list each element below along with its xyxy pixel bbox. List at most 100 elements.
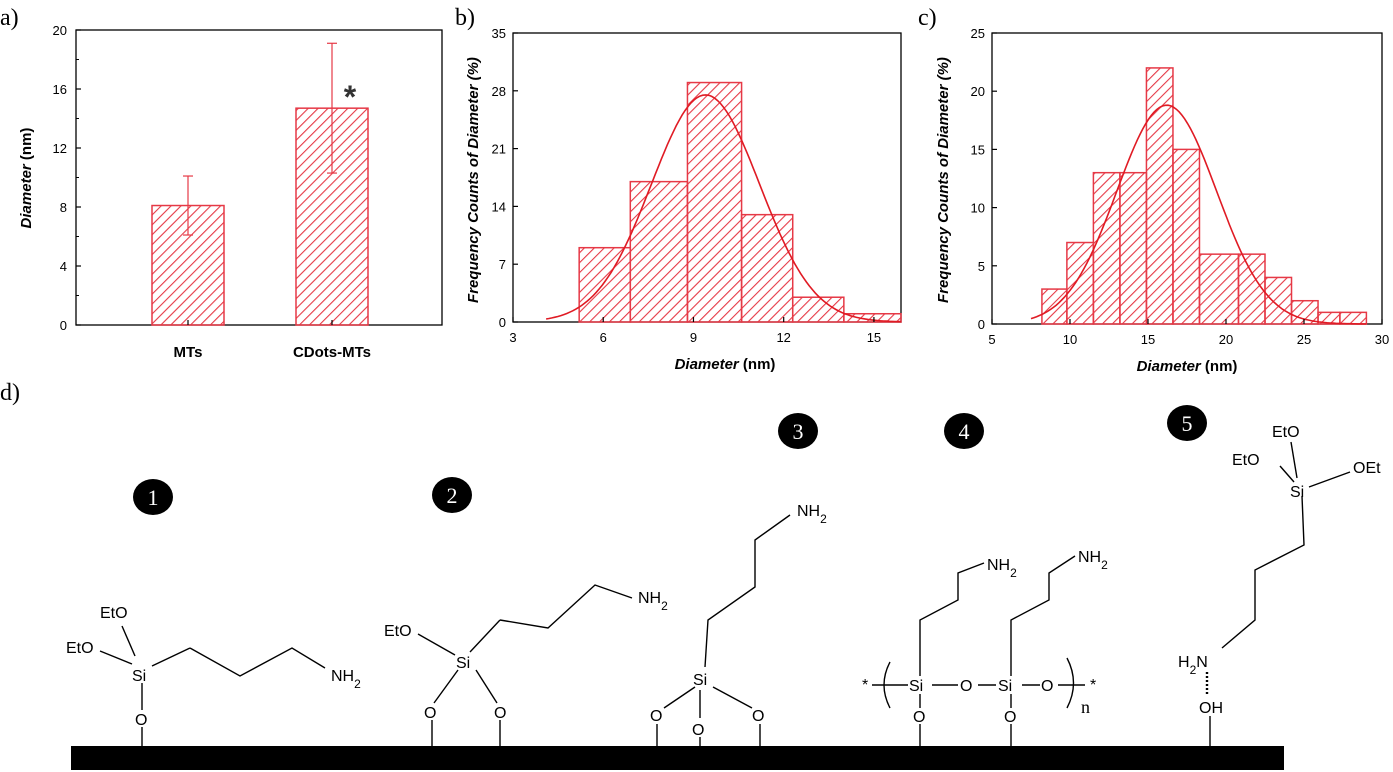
a-ytick-label: 12 <box>53 141 67 156</box>
b-xtick-label: 15 <box>867 330 881 345</box>
panel-a-bar-chart: a) 0 4 8 12 16 20 * MTs CDots-MTs Diameter (nm… <box>0 5 443 361</box>
a-ytick-label: 20 <box>53 23 67 38</box>
s4-si-right: Si <box>998 678 1012 695</box>
b-bin-2 <box>686 81 743 323</box>
svg-text:3: 3 <box>793 419 804 444</box>
b-ytick-label: 7 <box>499 257 506 272</box>
badge-1: 1 <box>133 479 173 515</box>
s2-si: Si <box>456 655 470 672</box>
c-bin-7 <box>1237 253 1266 325</box>
s2-o-right: O <box>494 705 506 722</box>
s3-o-left: O <box>650 708 662 725</box>
panel-c-label: c) <box>918 5 937 31</box>
b-xtick-label: 12 <box>776 330 790 345</box>
panel-b-histogram: b) 3 6 9 12 15 0 7 14 21 28 35 Diameter (nm) Frequ… <box>455 5 902 373</box>
c-xtick-label: 15 <box>1141 332 1155 347</box>
c-bin-6 <box>1198 253 1240 325</box>
svg-text:1: 1 <box>148 485 159 510</box>
panel-a-frame <box>75 29 443 326</box>
b-ytick-label: 14 <box>492 199 506 214</box>
b-xtick-label: 3 <box>509 330 516 345</box>
substrate-bar <box>71 746 1284 770</box>
s4-star-right: * <box>1090 677 1096 694</box>
s5-h2n: H2N <box>1178 654 1208 677</box>
badge-4: 4 <box>944 413 984 449</box>
s4-o-left: O <box>913 709 925 726</box>
panel-c-bins <box>1041 67 1368 325</box>
c-bin-2 <box>1092 171 1121 325</box>
s3-si: Si <box>693 672 707 689</box>
panel-b-gaussian-fit <box>545 94 902 323</box>
panel-c-gaussian-fit <box>1030 104 1367 325</box>
s3-o-mid: O <box>692 722 704 739</box>
structure-4 <box>872 555 1085 746</box>
s1-eto-top: EtO <box>100 605 128 622</box>
structure-5 <box>1205 441 1351 746</box>
s5-oh: OH <box>1199 700 1223 717</box>
structure-3 <box>656 514 791 746</box>
structure-1 <box>99 625 326 746</box>
c-bin-4 <box>1145 67 1174 325</box>
c-xtick-label: 25 <box>1297 332 1311 347</box>
s2-o-left: O <box>424 705 436 722</box>
c-ytick-label: 20 <box>971 84 985 99</box>
s1-eto-left: EtO <box>66 640 94 657</box>
c-bin-8 <box>1264 276 1293 325</box>
c-bin-3 <box>1119 171 1148 325</box>
s2-eto: EtO <box>384 623 412 640</box>
panel-a-category-labels: MTs CDots-MTs <box>174 344 371 361</box>
c-bin-0 <box>1041 288 1068 325</box>
c-ytick-label: 10 <box>971 201 985 216</box>
panel-a-y-axis-title: Diameter (nm) <box>18 128 35 229</box>
s3-o-right: O <box>752 708 764 725</box>
s4-nh2-left: NH2 <box>987 557 1017 580</box>
badge-3: 3 <box>778 413 818 449</box>
s5-si: Si <box>1290 484 1304 501</box>
b-bin-0 <box>578 246 632 323</box>
panel-b-label: b) <box>455 5 475 31</box>
s4-si-left: Si <box>909 678 923 695</box>
svg-text:4: 4 <box>959 419 970 444</box>
b-ytick-label: 0 <box>499 315 506 330</box>
panel-b-x-axis-title: Diameter (nm) <box>675 356 776 373</box>
s1-nh2: NH2 <box>331 668 361 691</box>
c-bin-1 <box>1066 241 1095 325</box>
panel-b-ticks: 3 6 9 12 15 0 7 14 21 28 35 <box>492 26 882 345</box>
panel-d-label: d) <box>0 380 20 406</box>
s3-nh2: NH2 <box>797 503 827 526</box>
panel-b-y-axis-title: Frequency Counts of Diameter (%) <box>465 57 482 303</box>
b-ytick-label: 35 <box>492 26 506 41</box>
b-ytick-label: 21 <box>492 142 506 157</box>
c-xtick-label: 20 <box>1219 332 1233 347</box>
a-category-label: CDots-MTs <box>293 344 371 361</box>
panel-b-bins <box>578 81 902 323</box>
structure-2 <box>417 584 633 746</box>
b-xtick-label: 6 <box>600 330 607 345</box>
s5-oet: OEt <box>1353 460 1381 477</box>
c-bin-11 <box>1339 311 1368 325</box>
s1-si: Si <box>132 668 146 685</box>
s5-eto-top: EtO <box>1272 424 1300 441</box>
s1-o: O <box>135 712 147 729</box>
b-xtick-label: 9 <box>690 330 697 345</box>
c-ytick-label: 25 <box>971 26 985 41</box>
b-bin-1 <box>629 180 689 323</box>
s4-nh2-right: NH2 <box>1078 549 1108 572</box>
panel-c-x-axis-title: Diameter (nm) <box>1137 358 1238 375</box>
s2-nh2: NH2 <box>638 590 668 613</box>
c-ytick-label: 5 <box>978 259 985 274</box>
panel-a-bars: * <box>151 42 369 326</box>
badge-5: 5 <box>1167 405 1207 441</box>
svg-text:5: 5 <box>1182 411 1193 436</box>
c-ytick-label: 0 <box>978 317 985 332</box>
a-ytick-label: 16 <box>53 82 67 97</box>
c-xtick-label: 30 <box>1375 332 1389 347</box>
a-ytick-label: 4 <box>60 259 67 274</box>
b-ytick-label: 28 <box>492 84 506 99</box>
b-bin-5 <box>843 312 902 323</box>
c-ytick-label: 15 <box>971 142 985 157</box>
s4-o-right: O <box>1004 709 1016 726</box>
